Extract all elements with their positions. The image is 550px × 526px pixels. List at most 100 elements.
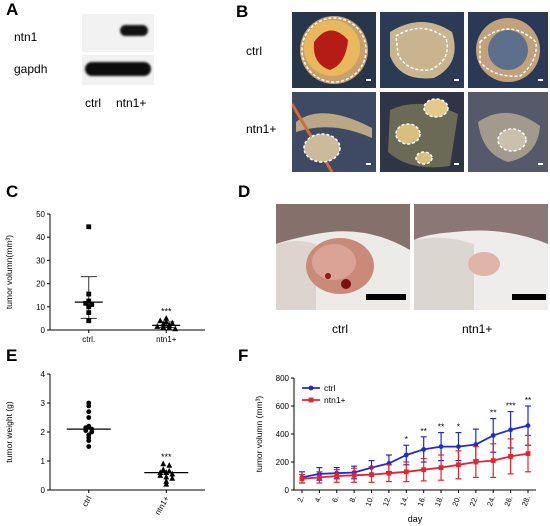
photo-mouse-ctrl [276, 204, 410, 310]
y-tick-label: 50 [36, 210, 45, 219]
data-point [86, 403, 92, 409]
blot-band-ntn1 [120, 25, 148, 36]
data-point [169, 475, 176, 481]
y-axis-label: tumor volumn (mm³) [254, 396, 264, 473]
chart-f: 0 200 400 600 800 tumor volumn (mm³) 2. 4. 6. 8. 1… [254, 374, 536, 524]
x-tick-label: 4. [313, 495, 324, 504]
data-point [163, 480, 170, 487]
x-tick-label: 24. [485, 495, 497, 508]
data-point [316, 475, 322, 480]
data-point [160, 460, 167, 467]
y-tick-label: 30 [36, 256, 45, 265]
x-axis-label: day [408, 514, 423, 524]
x-tick-label: 2. [295, 495, 306, 504]
data-point [86, 438, 92, 444]
data-point [86, 224, 92, 230]
data-point [86, 310, 92, 315]
data-point [473, 442, 479, 447]
data-point [508, 454, 514, 459]
data-point [163, 318, 170, 325]
x-tick-label: 14. [398, 495, 410, 508]
photo-ntn1-2 [380, 92, 464, 172]
x-tick-label: ctrl. [82, 335, 95, 344]
photo-row-label-ntn1: ntn1+ [246, 122, 277, 136]
y-axis-label: tumor volumn(mm³) [4, 235, 14, 309]
data-point [525, 451, 531, 456]
blot-lane-label-ctrl: ctrl [85, 96, 101, 110]
data-point [166, 324, 173, 331]
panel-e-letter: E [6, 346, 18, 365]
data-point [83, 428, 89, 433]
x-tick-label: 18. [433, 495, 445, 508]
data-point [166, 467, 173, 474]
y-tick-label: 10 [36, 303, 45, 312]
y-tick-label: 800 [276, 374, 290, 383]
significance-label: * [457, 422, 461, 432]
chart-c: 0 10 20 30 40 50 tumor volumn(mm³) ctrl. ntn1+ **… [4, 210, 205, 344]
data-point [86, 409, 92, 415]
significance-label: ** [525, 395, 532, 405]
data-point [154, 323, 161, 329]
data-point [438, 465, 444, 470]
y-tick-label: 0 [41, 326, 46, 335]
data-point [89, 429, 95, 435]
data-point [160, 320, 167, 327]
y-tick-label: 200 [276, 458, 290, 467]
data-point [386, 470, 392, 476]
data-point [299, 476, 305, 482]
data-point [351, 472, 357, 478]
x-tick-label: ctrl [80, 494, 93, 508]
blot-lane-label-ntn1: ntn1+ [116, 96, 147, 110]
data-point [86, 444, 92, 449]
data-point [169, 319, 176, 326]
significance-label: *** [161, 452, 172, 462]
photo-ctrl-3 [468, 12, 548, 88]
data-point [490, 458, 496, 463]
legend-marker [308, 397, 314, 403]
y-tick-label: 2 [41, 428, 46, 437]
photo-ntn1-3 [468, 92, 548, 172]
x-tick-label: 22. [468, 495, 480, 508]
blot-band-gapdh [85, 62, 151, 76]
x-tick-label: 8. [347, 495, 358, 504]
data-point [86, 415, 92, 420]
panel-b-letter: B [236, 2, 249, 21]
y-tick-label: 0 [41, 486, 46, 495]
data-point [473, 459, 479, 465]
series-line-1 [301, 452, 529, 480]
data-point [172, 325, 179, 332]
data-point [421, 467, 427, 473]
legend-marker [308, 385, 314, 391]
photo-ctrl-2 [380, 12, 464, 88]
data-point [456, 444, 461, 449]
data-point [86, 298, 92, 304]
x-tick-label: 26. [502, 495, 514, 508]
data-point [163, 477, 170, 484]
panel-f-letter: F [238, 346, 249, 365]
data-point [508, 427, 514, 433]
panel-c-letter: C [6, 182, 19, 201]
y-tick-label: 600 [276, 402, 290, 411]
legend-label: ctrl [324, 383, 335, 393]
mouse-label-ntn1: ntn1+ [462, 322, 493, 336]
data-point [334, 473, 340, 479]
y-tick-label: 1 [41, 457, 46, 466]
y-tick-label: 4 [41, 370, 46, 379]
mouse-label-ctrl: ctrl [332, 322, 348, 336]
data-point [157, 472, 164, 478]
y-tick-label: 20 [36, 280, 45, 289]
y-axis-label: tumor weight (g) [4, 401, 14, 463]
data-point [86, 318, 92, 324]
x-tick-label: 28. [520, 495, 532, 508]
data-point [160, 323, 167, 330]
data-point [89, 302, 95, 307]
data-point [163, 315, 170, 321]
significance-label: *** [506, 401, 517, 411]
panel-a-letter: A [6, 0, 19, 19]
data-point [369, 472, 374, 477]
data-point [421, 447, 427, 452]
x-tick-label: ntn1+ [156, 335, 177, 344]
x-tick-label: 12. [381, 495, 393, 508]
x-tick-label: 6. [330, 495, 341, 504]
significance-label: *** [161, 306, 172, 316]
